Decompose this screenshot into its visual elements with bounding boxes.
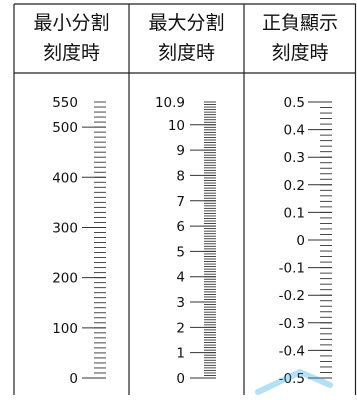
tick-label: 2 [176,320,185,336]
tick-label: -0.2 [279,288,305,304]
watermark-stroke [255,368,333,395]
tick-label: 300 [52,220,78,236]
scale-column-1: 550 500 400 300 200 100 0 [52,95,106,387]
tick-label: 0.1 [284,205,305,221]
tick-label: 550 [52,95,78,111]
header-col1-line1: 最小分割 [33,12,109,34]
watermark-mark [255,368,333,395]
tick-label: 0.4 [284,123,305,139]
tick-label: 0 [69,371,78,387]
tick-label: 7 [176,194,185,210]
tick-label: 0.5 [284,95,305,111]
tick-label: -0.4 [279,343,305,359]
tick-label: 10 [168,118,185,134]
header-col2-line1: 最大分割 [148,12,224,34]
tick-label: -0.3 [279,316,305,332]
tick-label: 500 [52,120,78,136]
header-col2-line2: 刻度時 [158,42,215,64]
tick-label: 400 [52,170,78,186]
scale-column-3: 0.5 0.4 0.3 0.2 0.1 0 -0.1 -0.2 -0.3 -0.4 -0.5 [279,95,332,387]
tick-label: -0.1 [279,261,305,277]
tick-label: 6 [176,219,185,235]
tick-label: 0.2 [284,178,305,194]
tick-label: 1 [176,346,185,362]
tick-label: 9 [176,143,185,159]
tick-label: -0.5 [279,371,305,387]
header-col1-line2: 刻度時 [43,42,100,64]
header-col3-line2: 刻度時 [271,42,328,64]
tick-label: 0 [176,371,185,387]
table-headers: 最小分割 刻度時 最大分割 刻度時 正負顯示 刻度時 [33,12,338,64]
tick-label: 8 [176,168,185,184]
table-frame [13,3,357,395]
tick-label: 5 [176,244,185,260]
tick-label: 0 [296,233,305,249]
tick-label: 3 [176,295,185,311]
tick-label: 0.3 [284,150,305,166]
tick-label: 4 [176,270,185,286]
tick-label: 10.9 [155,95,185,111]
header-col3-line1: 正負顯示 [262,12,338,34]
scale-columns: 550500400300200100010.91098765432100.50.… [52,95,332,387]
tick-label: 100 [52,321,78,337]
tick-label: 200 [52,271,78,287]
